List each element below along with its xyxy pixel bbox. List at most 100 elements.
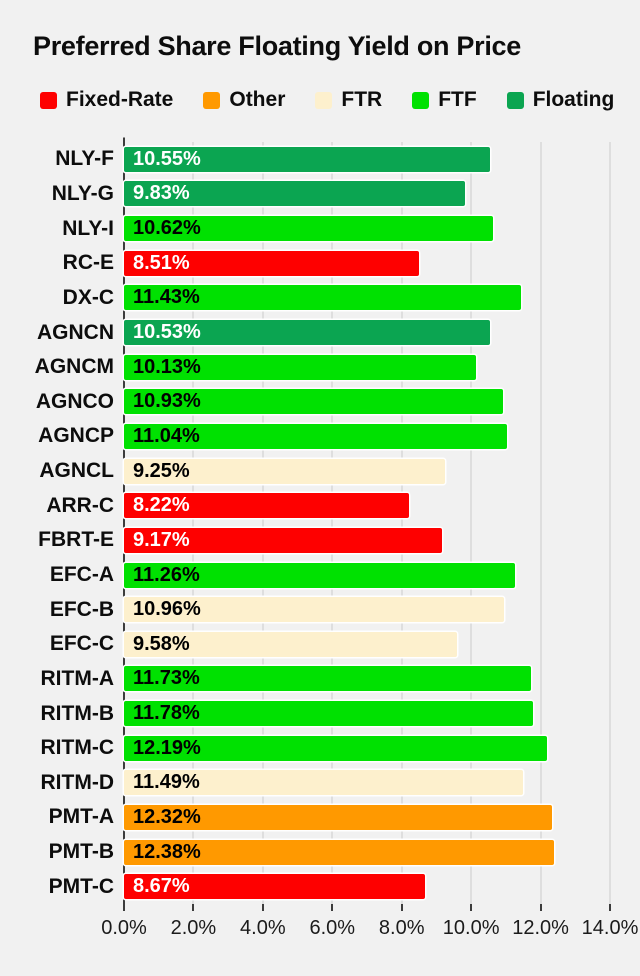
- legend-item: FTR: [315, 88, 382, 112]
- bar-track: 9.58%: [124, 631, 610, 657]
- bar-row: FBRT-E 9.17%: [0, 523, 640, 558]
- x-axis-tick-label: 2.0%: [170, 917, 217, 939]
- bar-track: 10.55%: [124, 146, 610, 172]
- bar-value-label: 9.25%: [133, 459, 190, 482]
- legend-label: FTR: [341, 88, 383, 111]
- x-axis-tick: [331, 904, 334, 911]
- bar: 10.96%: [124, 597, 505, 623]
- chart-title: Preferred Share Floating Yield on Price: [33, 31, 521, 61]
- bar: 10.55%: [124, 146, 491, 172]
- bar-row: EFC-B 10.96%: [0, 592, 640, 627]
- legend-label: Other: [229, 88, 286, 111]
- bar-value-label: 12.38%: [133, 840, 201, 863]
- legend-label: Floating: [532, 88, 615, 111]
- bar-category-label: AGNCP: [38, 424, 114, 448]
- bar-value-label: 11.04%: [133, 424, 200, 447]
- bar: 11.78%: [124, 701, 533, 727]
- bar-value-label: 11.73%: [133, 667, 200, 690]
- bar-value-label: 10.55%: [133, 147, 201, 170]
- bar-value-label: 10.93%: [133, 390, 201, 413]
- x-axis-tick: [539, 904, 542, 911]
- bar-category-label: NLY-I: [62, 216, 114, 240]
- x-axis-tick: [123, 904, 125, 911]
- bar-value-label: 8.51%: [133, 251, 190, 274]
- bar-value-label: 10.96%: [133, 598, 201, 621]
- bar: 9.25%: [124, 458, 446, 484]
- bar-category-label: RC-E: [62, 251, 114, 275]
- bar-category-label: RITM-C: [40, 736, 114, 760]
- bar-row: AGNCL 9.25%: [0, 454, 640, 489]
- legend-item: Floating: [506, 88, 615, 112]
- x-axis-tick-label: 4.0%: [240, 917, 286, 939]
- bar-track: 12.19%: [124, 735, 610, 761]
- x-axis-tick-label: 0.0%: [101, 917, 147, 939]
- bar-row: RITM-A 11.73%: [0, 662, 640, 697]
- bar-category-label: FBRT-E: [38, 528, 114, 552]
- bar-category-label: RITM-D: [40, 770, 114, 794]
- bar-category-label: PMT-A: [48, 805, 114, 829]
- bar-value-label: 11.49%: [133, 771, 200, 794]
- bar-category-label: NLY-F: [55, 147, 114, 171]
- bar: 12.32%: [124, 804, 552, 830]
- legend-swatch-icon: [203, 91, 221, 109]
- legend-swatch-icon: [40, 91, 57, 109]
- bar-category-label: RITM-A: [40, 666, 114, 690]
- bar-track: 12.32%: [124, 804, 610, 830]
- bar: 9.83%: [124, 181, 466, 207]
- x-axis-tick-label: 12.0%: [512, 917, 569, 939]
- bar-track: 11.43%: [124, 285, 610, 311]
- bar-track: 8.51%: [124, 250, 610, 276]
- bar-row: PMT-C 8.67%: [0, 869, 640, 904]
- bar-track: 11.49%: [124, 770, 610, 796]
- bar-row: NLY-I 10.62%: [0, 211, 640, 246]
- bar-track: 9.17%: [124, 527, 610, 553]
- legend-item: Fixed-Rate: [40, 88, 173, 112]
- bar-row: ARR-C 8.22%: [0, 488, 640, 523]
- x-axis: 0.0% 2.0% 4.0% 6.0% 8.0% 10.0% 12.0% 14.0%: [101, 904, 638, 950]
- bar-track: 11.26%: [124, 562, 610, 588]
- x-axis-tick: [470, 904, 473, 911]
- bar-value-label: 11.78%: [133, 702, 200, 725]
- bar-track: 10.96%: [124, 597, 610, 623]
- bar: 11.26%: [124, 562, 515, 588]
- bar-track: 11.73%: [124, 666, 610, 692]
- bar: 12.19%: [124, 735, 548, 761]
- bar-value-label: 9.83%: [133, 182, 190, 205]
- x-axis-tick-label: 6.0%: [309, 917, 356, 939]
- bar-category-label: EFC-B: [49, 597, 114, 621]
- legend-label: FTF: [438, 88, 477, 111]
- bar-row: AGNCN 10.53%: [0, 315, 640, 350]
- bar-track: 10.13%: [124, 354, 610, 380]
- bar-row: NLY-G 9.83%: [0, 177, 640, 212]
- x-axis-tick-label: 8.0%: [378, 917, 425, 939]
- bar-row: RC-E 8.51%: [0, 246, 640, 281]
- x-axis-tick-label: 10.0%: [442, 917, 500, 939]
- bar-track: 10.62%: [124, 216, 610, 242]
- bar-row: RITM-B 11.78%: [0, 696, 640, 731]
- bar-row: AGNCO 10.93%: [0, 384, 640, 419]
- bar: 8.67%: [124, 874, 425, 900]
- x-axis-tick: [400, 904, 403, 911]
- bar-track: 8.22%: [124, 493, 610, 519]
- bar: 10.53%: [124, 320, 490, 346]
- bar-value-label: 9.17%: [133, 528, 190, 551]
- bar-category-label: RITM-B: [40, 701, 114, 725]
- legend: Fixed-Rate Other FTR FTF Floating: [40, 88, 640, 112]
- bar-category-label: AGNCL: [39, 459, 114, 483]
- bar-value-label: 10.13%: [133, 355, 201, 378]
- bar-track: 11.78%: [124, 701, 610, 727]
- bar-row: RITM-C 12.19%: [0, 731, 640, 766]
- bar-row: EFC-A 11.26%: [0, 558, 640, 593]
- legend-swatch-icon: [412, 91, 430, 109]
- bar-value-label: 11.43%: [133, 286, 200, 309]
- bar-rows: NLY-F 10.55% NLY-G 9.83% NLY-I 10.62% RC…: [0, 142, 640, 904]
- legend-swatch-icon: [506, 91, 524, 109]
- bar-row: PMT-B 12.38%: [0, 835, 640, 870]
- bar-track: 9.83%: [124, 181, 610, 207]
- bar-row: PMT-A 12.32%: [0, 800, 640, 835]
- x-axis-tick: [261, 904, 264, 911]
- bar-row: EFC-C 9.58%: [0, 627, 640, 662]
- bar-value-label: 8.22%: [133, 494, 190, 517]
- bar-category-label: ARR-C: [46, 493, 114, 517]
